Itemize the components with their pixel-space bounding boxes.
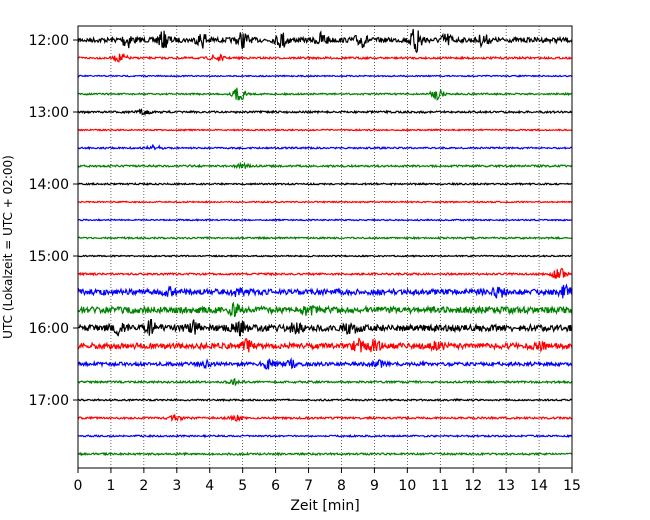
trace-line (77, 108, 573, 117)
trace-line (77, 87, 573, 102)
trace-line (77, 377, 573, 387)
y-tick-label: 13:00 (29, 105, 69, 121)
trace-line (77, 337, 573, 354)
trace-line (77, 128, 573, 132)
x-tick-label: 1 (106, 478, 115, 494)
y-tick-label: 12:00 (29, 33, 69, 49)
trace-line (77, 356, 573, 370)
y-axis-ticks: 12:00 13:00 14:00 15:00 16:00 17:00 (29, 33, 78, 409)
trace-line (77, 161, 573, 170)
x-tick-label: 8 (337, 478, 346, 494)
x-tick-label: 6 (271, 478, 280, 494)
trace-line (77, 414, 573, 423)
x-tick-label: 13 (497, 478, 515, 494)
x-axis-label: Zeit [min] (290, 498, 359, 514)
trace-line (77, 397, 573, 403)
trace-line (77, 254, 573, 258)
x-tick-label: 5 (238, 478, 247, 494)
y-axis-label: UTC (Lokalzeit = UTC + 02:00) (1, 155, 15, 339)
x-tick-label: 15 (563, 478, 581, 494)
y-tick-label: 15:00 (29, 249, 69, 265)
x-tick-label: 3 (172, 478, 181, 494)
trace-line (77, 28, 573, 54)
trace-line (77, 433, 573, 439)
trace-line (77, 74, 573, 78)
y-tick-label: 16:00 (29, 321, 69, 337)
trace-line (77, 144, 573, 151)
trace-line (77, 283, 573, 299)
plot-frame (77, 25, 573, 469)
trace-line (77, 200, 573, 204)
trace-line (77, 235, 573, 241)
trace-line (77, 319, 573, 337)
trace-line (77, 52, 573, 63)
y-tick-label: 14:00 (29, 177, 69, 193)
x-axis-ticks: 0 1 2 3 4 5 6 7 8 9 10 11 12 13 14 15 (74, 468, 581, 494)
x-tick-label: 10 (398, 478, 416, 494)
trace-line (77, 451, 573, 457)
trace-line (77, 181, 573, 187)
trace-line (77, 301, 573, 318)
trace-group (77, 28, 573, 457)
trace-line (77, 218, 573, 222)
y-tick-label: 17:00 (29, 393, 69, 409)
x-tick-label: 4 (205, 478, 214, 494)
x-tick-label: 0 (74, 478, 83, 494)
grid-lines (110, 26, 540, 468)
x-tick-label: 12 (464, 478, 482, 494)
x-tick-label: 7 (304, 478, 313, 494)
x-tick-label: 2 (139, 478, 148, 494)
trace-line (77, 267, 573, 279)
x-tick-label: 14 (530, 478, 548, 494)
x-tick-label: 11 (431, 478, 449, 494)
x-tick-label: 9 (370, 478, 379, 494)
